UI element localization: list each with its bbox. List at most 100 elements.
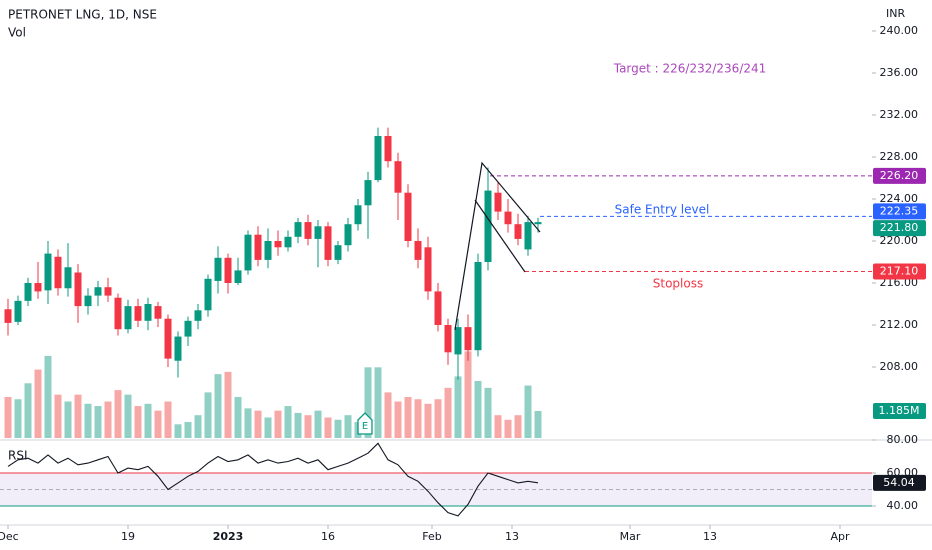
- candle-body: [34, 283, 42, 292]
- candle-body: [204, 278, 212, 311]
- price-badge-label: 222.35: [880, 204, 919, 217]
- price-badge: [873, 220, 926, 237]
- x-tick-label: 2023: [213, 530, 244, 543]
- candle-body: [444, 325, 452, 353]
- volume-bar: [184, 422, 192, 438]
- annotation: Stoploss: [653, 277, 703, 291]
- annotation: Safe Entry level: [615, 203, 710, 217]
- price-badge: [873, 167, 926, 184]
- candle-body: [294, 222, 302, 237]
- candle-body: [404, 192, 412, 242]
- candle-body: [434, 291, 442, 326]
- candle-body: [424, 247, 432, 292]
- volume-bar: [124, 394, 132, 438]
- candle-body: [474, 262, 482, 351]
- x-tick-label: Feb: [422, 530, 441, 543]
- volume-bar: [374, 367, 382, 438]
- volume-bar: [164, 401, 172, 438]
- y-tick-label: 240.00: [880, 24, 919, 37]
- volume-bar: [494, 415, 502, 438]
- trend-line: [474, 199, 526, 273]
- y-tick-label: 236.00: [880, 66, 919, 79]
- candle-body: [64, 267, 72, 289]
- volume-bar: [44, 355, 52, 438]
- volume-bar: [74, 394, 82, 438]
- x-tick-label: Apr: [830, 530, 850, 543]
- svg-text:E: E: [362, 421, 368, 432]
- volume-bar: [174, 424, 182, 438]
- volume-bar: [414, 399, 422, 438]
- volume-bar: [114, 390, 122, 438]
- candle-body: [194, 310, 202, 321]
- volume-bar: [24, 383, 32, 438]
- volume-bar: [524, 385, 532, 438]
- candle-body: [274, 241, 282, 248]
- volume-bar: [484, 387, 492, 438]
- volume-bar: [34, 369, 42, 438]
- candle-body: [304, 222, 312, 239]
- volume-bar: [214, 374, 222, 438]
- candle-body: [374, 135, 382, 181]
- candle-body: [454, 327, 462, 355]
- candle-body: [514, 224, 522, 239]
- volume-bar: [404, 396, 412, 438]
- volume-bar: [144, 403, 152, 438]
- candle-body: [464, 327, 472, 351]
- candle-body: [144, 304, 152, 321]
- y-tick-label: 208.00: [880, 360, 919, 373]
- candle-body: [324, 226, 332, 260]
- y-tick-label: 220.00: [880, 234, 919, 247]
- price-badge: [873, 203, 926, 220]
- candle-body: [44, 253, 52, 291]
- price-badge-label: 226.20: [880, 169, 919, 182]
- candle-body: [354, 205, 362, 225]
- candle-body: [234, 270, 242, 284]
- volume-bar: [54, 394, 62, 438]
- earnings-icon: E: [357, 412, 373, 435]
- rsi-tick-label: 40.00: [887, 499, 919, 512]
- candle-body: [214, 257, 222, 281]
- volume-bar: [424, 403, 432, 438]
- volume-bar: [94, 406, 102, 438]
- candle-body: [184, 320, 192, 337]
- volume-bar: [224, 371, 232, 438]
- volume-bar: [474, 381, 482, 438]
- candle-body: [494, 192, 502, 212]
- x-tick-label: Dec: [0, 530, 19, 543]
- rsi-line: [7, 442, 539, 517]
- candle-body: [504, 211, 512, 225]
- volume-bar: [324, 417, 332, 438]
- candle-body: [124, 306, 132, 330]
- candle-body: [414, 241, 422, 260]
- volume-bar: [154, 410, 162, 438]
- candle-body: [174, 336, 182, 361]
- candle-body: [134, 306, 142, 321]
- volume-bar: [134, 406, 142, 438]
- price-badge-label: 1.185M: [879, 404, 920, 417]
- candle-body: [154, 306, 162, 319]
- candle-body: [224, 257, 232, 284]
- volume-bar: [264, 417, 272, 438]
- candle-body: [244, 234, 252, 271]
- candle-body: [284, 236, 292, 248]
- volume-bar: [504, 419, 512, 438]
- candle-body: [344, 224, 352, 246]
- candle-body: [534, 222, 542, 225]
- candle-body: [334, 245, 342, 260]
- volume-bar: [534, 410, 542, 438]
- candle-body: [364, 180, 372, 206]
- price-badge-label: 54.04: [883, 476, 915, 489]
- candle-body: [14, 300, 22, 322]
- volume-bar: [384, 392, 392, 438]
- currency: INR: [886, 7, 905, 20]
- volume-bar: [84, 403, 92, 438]
- volume-bar: [334, 419, 342, 438]
- x-tick-label: Mar: [620, 530, 641, 543]
- price-badge-label: 221.80: [880, 221, 919, 234]
- y-tick-label: 228.00: [880, 150, 919, 163]
- price-badge: [873, 474, 926, 491]
- volume-bar: [254, 410, 262, 438]
- candle-body: [24, 283, 32, 301]
